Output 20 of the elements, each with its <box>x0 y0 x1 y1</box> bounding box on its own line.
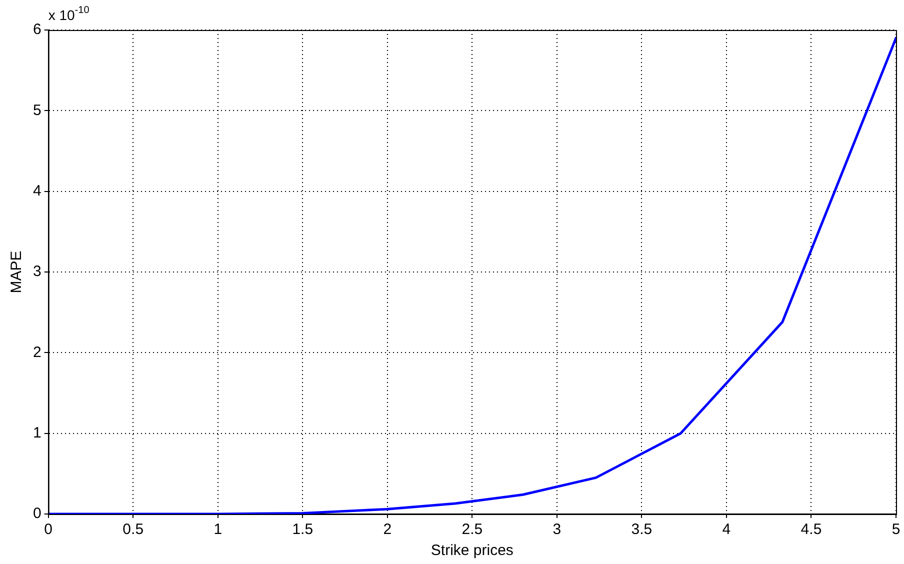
x-tick-label: 2 <box>383 521 392 538</box>
x-axis-title: Strike prices <box>430 542 514 560</box>
x-tick-label: 4.5 <box>800 521 822 538</box>
y-tick-label: 6 <box>33 21 42 38</box>
x-tick-label: 2.5 <box>462 521 483 538</box>
y-axis-title: MAPE <box>8 250 26 294</box>
y-tick-label: 2 <box>33 344 42 361</box>
y-tick-label: 1 <box>33 424 42 442</box>
x-tick-label: 0.5 <box>122 521 144 538</box>
x-tick-label: 1 <box>214 521 222 538</box>
x-tick-label: 3 <box>552 521 562 538</box>
y-tick-label: 3 <box>33 263 42 280</box>
y-tick-label: 0 <box>33 505 42 522</box>
x-tick-label: 3.5 <box>631 521 652 538</box>
x-tick-label: 1.5 <box>292 521 314 538</box>
x-tick-label: 5 <box>892 521 900 538</box>
y-tick-label: 5 <box>33 102 42 119</box>
y-tick-label: 4 <box>33 182 42 200</box>
x-tick-label: 4 <box>722 521 731 538</box>
x-tick-label: 0 <box>44 521 53 538</box>
